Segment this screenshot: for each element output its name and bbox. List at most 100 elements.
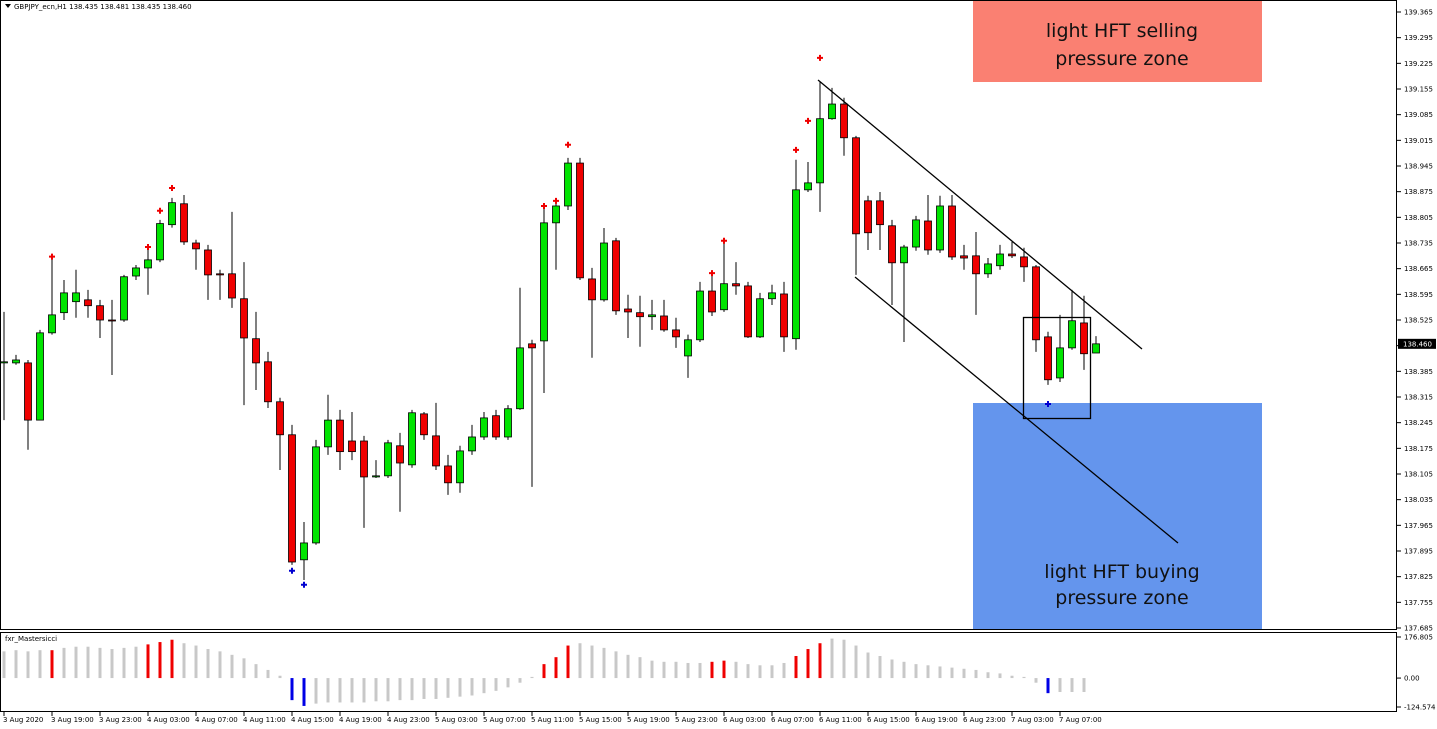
- fractal-down: [1045, 400, 1051, 407]
- candle-body: [324, 419, 332, 448]
- histogram-bar: [554, 657, 558, 679]
- annotation-line: light HFT buying: [1044, 561, 1199, 583]
- histogram-bar: [602, 647, 606, 679]
- candle-body: [636, 312, 644, 318]
- candle-body: [444, 465, 452, 484]
- y-tick-label: 138.105: [1404, 471, 1433, 479]
- histogram-bar: [998, 673, 1002, 679]
- candle-body: [288, 434, 296, 563]
- fractal-up: [709, 270, 715, 277]
- y-tick-label: 176.805: [1404, 634, 1433, 642]
- indicator-title: fxr_Mastersicci: [5, 635, 57, 643]
- y-tick-label: 138.315: [1404, 394, 1433, 402]
- candle-body: [216, 273, 224, 276]
- candle-body: [456, 450, 464, 484]
- candle-body: [984, 263, 992, 275]
- fractal-up: [157, 207, 163, 214]
- fractal-up: [541, 202, 547, 209]
- histogram-bar: [614, 651, 618, 679]
- candle-body: [204, 249, 212, 276]
- histogram-bar: [818, 643, 822, 679]
- candle-body: [396, 445, 404, 464]
- histogram-bar: [410, 678, 414, 701]
- candle-body: [528, 343, 536, 349]
- candle-body: [720, 283, 728, 311]
- candle-body: [156, 223, 164, 261]
- y-tick-label: 0.00: [1404, 675, 1420, 683]
- histogram-bar: [266, 669, 270, 679]
- candle-body: [312, 446, 320, 544]
- candle-body: [180, 203, 188, 243]
- histogram-bar: [98, 647, 102, 679]
- x-tick-label: 3 Aug 2020: [3, 716, 43, 724]
- annotation-line: light HFT selling: [1046, 20, 1198, 42]
- x-tick-label: 4 Aug 19:00: [339, 716, 382, 724]
- y-tick-label: 138.805: [1404, 214, 1433, 222]
- candle-body: [60, 292, 68, 314]
- candle-body: [876, 200, 884, 226]
- chart-title: GBPJPY_ecn,H1 138.435 138.481 138.435 13…: [14, 3, 192, 11]
- histogram-bar: [38, 650, 42, 679]
- marks: 139.365 139.295 139.225 139.155 139.085 139.0…: [0, 9, 1436, 724]
- fractal-up: [721, 237, 727, 244]
- x-tick-label: 5 Aug 15:00: [579, 716, 622, 724]
- candle-body: [600, 242, 608, 301]
- candle-body: [660, 315, 668, 331]
- candle-body: [864, 200, 872, 234]
- candle-body: [780, 293, 788, 338]
- histogram-bar: [86, 646, 90, 679]
- y-tick-label: 138.525: [1404, 317, 1433, 325]
- y-tick-label: 138.945: [1404, 163, 1433, 171]
- histogram-bar: [782, 662, 786, 679]
- x-tick-label: 5 Aug 07:00: [483, 716, 526, 724]
- histogram-bar: [278, 675, 282, 679]
- x-tick-label: 5 Aug 23:00: [675, 716, 718, 724]
- histogram-bar: [146, 644, 150, 679]
- candle-body: [432, 435, 440, 467]
- y-tick-label: 137.685: [1404, 625, 1433, 633]
- y-tick-label: 139.085: [1404, 111, 1433, 119]
- histogram-bar: [986, 672, 990, 679]
- histogram-bar: [122, 647, 126, 679]
- histogram-bar: [14, 650, 18, 679]
- candle-body: [192, 242, 200, 250]
- fractal-up: [805, 117, 811, 124]
- fractal-up: [145, 244, 151, 251]
- histogram-bar: [326, 678, 330, 703]
- histogram-bar: [350, 678, 354, 703]
- histogram-bar: [890, 659, 894, 679]
- annotation-line: pressure zone: [1055, 48, 1188, 70]
- histogram-bar: [26, 651, 30, 679]
- x-tick-label: 6 Aug 11:00: [819, 716, 862, 724]
- candle-body: [300, 542, 308, 561]
- histogram-bar: [854, 645, 858, 679]
- candle-body: [144, 259, 152, 269]
- histogram-bar: [50, 650, 54, 679]
- x-tick-label: 5 Aug 11:00: [531, 716, 574, 724]
- histogram-bar: [722, 660, 726, 679]
- candle-body: [96, 305, 104, 321]
- y-tick-label: 137.965: [1404, 522, 1433, 530]
- histogram-bar: [938, 666, 942, 679]
- candle-body: [12, 359, 20, 364]
- candle-body: [960, 255, 968, 259]
- candle-body: [708, 290, 716, 313]
- y-tick-label: -124.574: [1404, 704, 1436, 712]
- histogram-bar: [518, 678, 522, 683]
- candle-body: [768, 292, 776, 300]
- histogram-bar: [638, 657, 642, 679]
- candle-body: [504, 408, 512, 438]
- histogram-bar: [1034, 678, 1038, 683]
- histogram-bar: [794, 656, 798, 679]
- histogram-bar: [698, 662, 702, 679]
- candle-body: [1020, 256, 1028, 268]
- x-tick-label: 3 Aug 19:00: [51, 716, 94, 724]
- candle-body: [420, 413, 428, 436]
- histogram-bar: [830, 638, 834, 679]
- candle-body: [468, 436, 476, 452]
- candle-body: [252, 338, 260, 364]
- candle-body: [1044, 336, 1052, 381]
- y-tick-label: 139.295: [1404, 34, 1433, 42]
- x-tick-label: 6 Aug 03:00: [723, 716, 766, 724]
- histogram-bar: [746, 664, 750, 679]
